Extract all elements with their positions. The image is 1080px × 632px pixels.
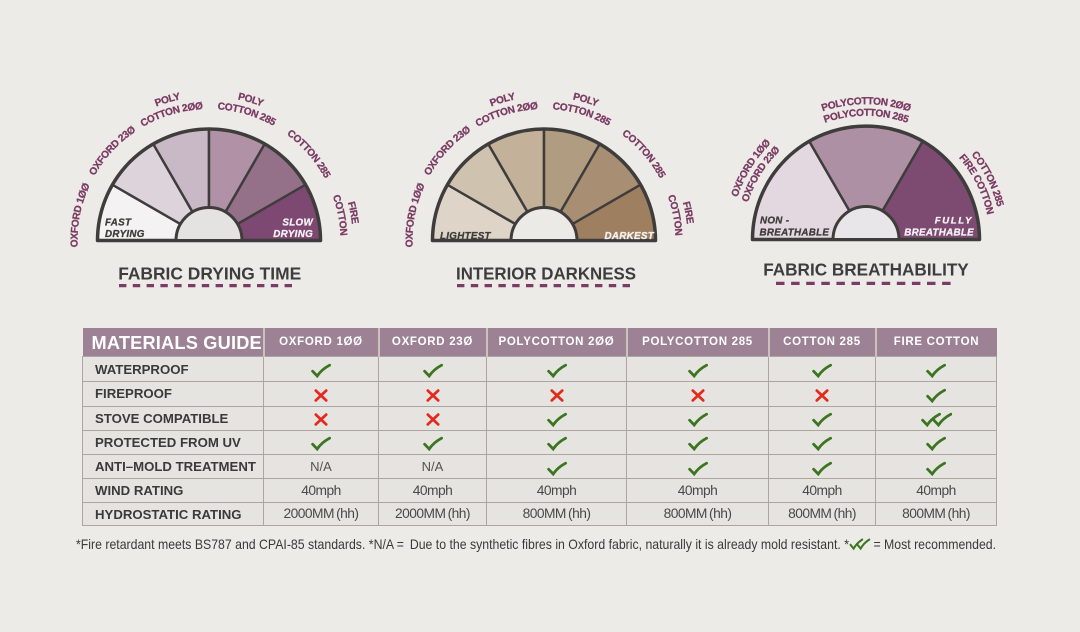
svg-text:FABRIC DRYING TIME: FABRIC DRYING TIME — [118, 264, 301, 284]
svg-text:FABRIC BREATHABILITY: FABRIC BREATHABILITY — [763, 260, 969, 280]
svg-text:BREATHABLE: BREATHABLE — [904, 227, 974, 238]
svg-text:FIRE: FIRE — [680, 201, 695, 225]
svg-text:COTTON 285: COTTON 285 — [552, 101, 613, 128]
svg-text:NON -: NON - — [760, 215, 789, 226]
svg-text:SLOW: SLOW — [282, 218, 313, 229]
svg-text:COTTON 285: COTTON 285 — [217, 101, 278, 128]
svg-text:OXFORD 1ØØ: OXFORD 1ØØ — [69, 181, 92, 247]
svg-text:COTTON: COTTON — [665, 193, 684, 235]
svg-text:DRYING: DRYING — [273, 229, 313, 240]
svg-text:OXFORD 1ØØ: OXFORD 1ØØ — [404, 181, 427, 247]
svg-text:DARKEST: DARKEST — [605, 231, 655, 242]
svg-text:FULLY: FULLY — [935, 216, 973, 227]
svg-text:COTTON 2ØØ: COTTON 2ØØ — [474, 101, 539, 129]
svg-text:COTTON: COTTON — [330, 193, 349, 235]
svg-text:LIGHTEST: LIGHTEST — [440, 231, 492, 242]
svg-text:DRYING: DRYING — [105, 229, 145, 240]
svg-text:FAST: FAST — [105, 218, 132, 229]
svg-text:INTERIOR DARKNESS: INTERIOR DARKNESS — [456, 264, 636, 284]
svg-text:BREATHABLE: BREATHABLE — [760, 227, 830, 238]
svg-text:FIRE: FIRE — [345, 201, 360, 225]
svg-text:COTTON 2ØØ: COTTON 2ØØ — [139, 101, 204, 129]
